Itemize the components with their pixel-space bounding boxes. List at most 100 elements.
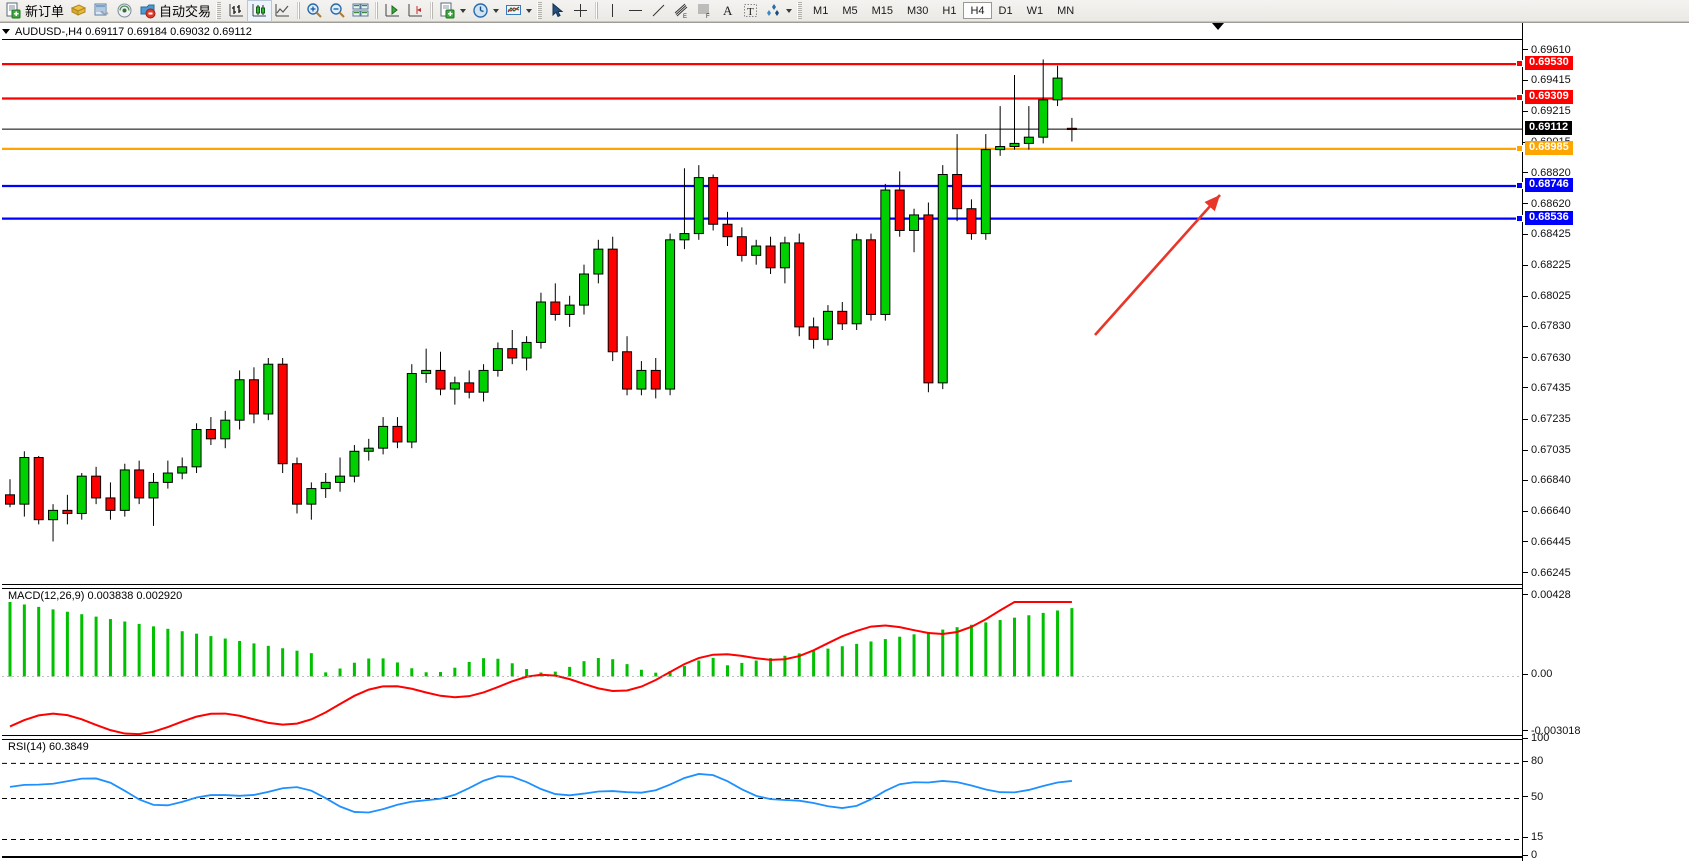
data-window-button[interactable] [90,1,113,21]
timeframe-m5-button[interactable]: M5 [842,5,858,17]
period-dropdown-caret[interactable] [493,8,500,13]
price-tag-support-line[interactable]: 0.68746 [1525,178,1573,192]
timeframe-h4-button[interactable]: H4 [963,2,992,19]
candle [593,239,604,284]
candle [952,134,963,222]
candle [349,445,360,483]
macd-chart-svg[interactable] [2,589,1522,736]
tile-windows-button[interactable] [349,1,372,21]
price-axis[interactable]: 0.696100.694150.692150.690150.688200.686… [1516,23,1689,861]
price-tag-last-price-line[interactable]: 0.69112 [1525,121,1573,136]
candle [421,348,432,383]
market-watch-button[interactable] [67,1,90,21]
price-tag-support-line[interactable]: 0.68536 [1525,210,1573,225]
price-axis-tick: 0.67630 [1523,352,1571,364]
crosshair-tool-button[interactable] [569,1,592,21]
candle [923,202,934,393]
chart-scroll-marker-icon[interactable] [1212,23,1224,30]
price-tag-resistance-line[interactable]: 0.69530 [1525,56,1573,71]
candle [134,460,145,505]
timeframe-w1-button[interactable]: W1 [1026,5,1044,17]
time-axis[interactable]: 19 Dec 202220 Dec 08:0021 Dec 00:0021 De… [2,857,1538,862]
candlestick-chart-button[interactable] [247,0,273,22]
horizontal-line-tool-button[interactable] [624,1,647,21]
price-tag-pivot-line[interactable]: 0.68985 [1525,140,1573,155]
timeframe-m15-button[interactable]: M15 [871,5,893,17]
text-label-tool-button[interactable]: T [739,1,762,21]
price-pane[interactable] [2,39,1522,585]
timeframe-m1-button[interactable]: M1 [813,5,829,17]
rsi-pane[interactable]: RSI(14) 60.3849 [2,739,1522,857]
auto-trading-button[interactable]: 自动交易 [136,1,214,21]
candle [851,233,862,330]
zoom-out-button[interactable] [326,1,349,21]
auto-scroll-icon [384,2,401,19]
price-axis-tick: 0.67035 [1523,444,1571,456]
level-line-handle[interactable] [1516,60,1523,68]
shapes-dropdown-caret[interactable] [786,8,793,13]
chart-plot-area[interactable]: MACD(12,26,9) 0.003838 0.002920 RSI(14) … [2,23,1522,861]
rsi-chart-svg[interactable] [2,740,1522,857]
line-chart-button[interactable] [271,1,294,21]
vertical-line-tool-button[interactable] [601,1,624,21]
candle [995,106,1006,156]
price-axis-tick: 0.69215 [1523,105,1571,117]
text-label-icon: T [742,2,759,19]
price-chart-svg[interactable] [2,40,1522,585]
market-watch-icon [70,2,87,19]
fibonacci-tool-button[interactable]: F [693,1,716,21]
level-line-handle[interactable] [1516,182,1523,189]
timeframe-h1-button[interactable]: H1 [942,5,957,17]
text-tool-button[interactable]: A [716,1,739,21]
candle [779,236,790,284]
clock-icon [472,2,489,19]
navigator-icon [116,2,133,19]
rsi-axis-tick: 15 [1523,831,1543,843]
new-order-button[interactable]: 新订单 [2,1,67,21]
timeframe-mn-button[interactable]: MN [1057,5,1075,17]
macd-axis-tick: -0.003018 [1523,725,1581,737]
zoom-in-button[interactable] [303,1,326,21]
price-axis-tick: 0.66840 [1523,474,1571,486]
timeframe-m30-button[interactable]: M30 [907,5,929,17]
rsi-axis-tick: 0 [1523,849,1537,861]
level-line-handle[interactable] [1516,94,1523,102]
trendline-tool-button[interactable] [647,1,670,21]
timeframe-d1-button[interactable]: D1 [998,5,1013,17]
shapes-tool-button[interactable] [762,1,795,21]
chart-menu-caret-icon[interactable] [2,29,10,34]
candle [464,370,475,399]
indicators-button[interactable] [502,1,535,21]
candle [492,342,503,377]
trendline-icon [650,2,667,19]
equidistant-channel-tool-button[interactable]: E [670,1,693,21]
cursor-tool-button[interactable] [546,1,569,21]
price-axis-tick: 0.68025 [1523,290,1571,302]
templates-button[interactable] [436,1,469,21]
macd-pane[interactable]: MACD(12,26,9) 0.003838 0.002920 [2,588,1522,736]
chart-shift-button[interactable] [404,1,427,21]
auto-scroll-button[interactable] [381,1,404,21]
candle [48,504,59,542]
candle [363,438,374,461]
zoom-out-icon [329,2,346,19]
candle [105,482,116,520]
up-trend-arrow[interactable] [1094,194,1221,336]
price-tag-resistance-line[interactable]: 0.69309 [1525,90,1573,105]
toolbar-grip-2[interactable] [537,1,543,20]
bar-chart-button[interactable] [225,1,248,21]
level-line-handle[interactable] [1516,214,1523,222]
price-axis-tick: 0.68225 [1523,259,1571,271]
level-line-handle[interactable] [1516,144,1523,152]
main-toolbar: 新订单 [0,0,1689,22]
new-order-icon [5,2,22,19]
templates-dropdown-caret[interactable] [460,8,467,13]
toolbar-grip[interactable] [216,1,222,20]
candle [507,329,518,365]
candle [320,473,331,498]
auto-trading-label: 自动交易 [159,5,212,20]
indicators-dropdown-caret[interactable] [526,8,533,13]
toolbar-grip-3[interactable] [797,1,803,20]
period-button[interactable] [469,1,502,21]
navigator-button[interactable] [113,1,136,21]
